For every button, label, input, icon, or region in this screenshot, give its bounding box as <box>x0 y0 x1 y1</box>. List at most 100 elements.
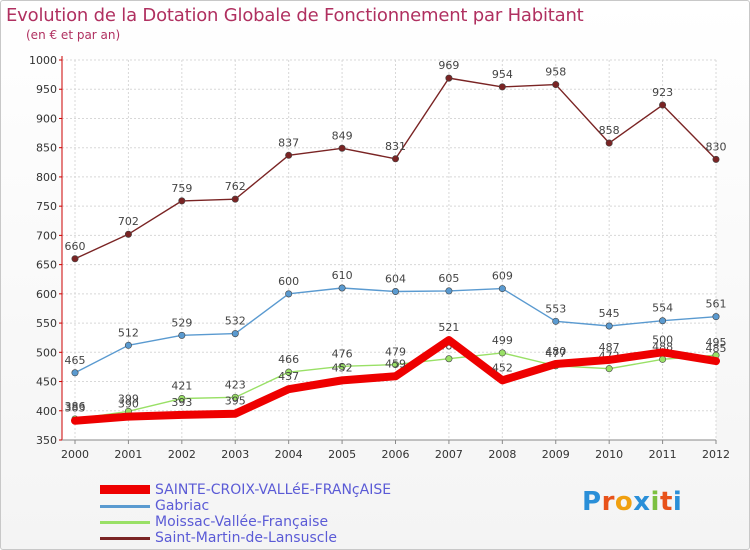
x-tick-label: 2004 <box>275 448 303 461</box>
data-label: 386 <box>65 400 86 413</box>
data-point <box>712 313 720 321</box>
data-point <box>285 151 293 159</box>
y-tick-label: 700 <box>36 229 57 242</box>
data-label: 553 <box>545 302 566 315</box>
y-tick-label: 800 <box>36 171 57 184</box>
data-point <box>285 368 293 376</box>
data-label: 958 <box>545 66 566 79</box>
data-label: 830 <box>706 140 727 153</box>
legend-item-1: Gabriac <box>100 498 460 515</box>
data-point <box>498 83 506 91</box>
data-point <box>391 155 399 163</box>
legend-item-3: Saint-Martin-de-Lansuscle <box>100 530 460 547</box>
data-label: 831 <box>385 140 406 153</box>
data-label: 600 <box>278 275 299 288</box>
data-label: 604 <box>385 273 406 286</box>
legend-swatch <box>100 537 150 540</box>
data-label: 466 <box>278 353 299 366</box>
y-tick-label: 500 <box>36 346 57 359</box>
y-tick-label: 450 <box>36 376 57 389</box>
data-point <box>391 288 399 296</box>
y-tick-label: 1000 <box>29 54 57 67</box>
x-tick-label: 2000 <box>61 448 89 461</box>
plot-area <box>62 60 716 440</box>
data-label: 390 <box>118 398 139 411</box>
series-line-3 <box>71 336 720 425</box>
data-label: 383 <box>65 402 86 415</box>
data-point <box>445 355 453 363</box>
legend-swatch <box>100 505 150 508</box>
y-tick-label: 400 <box>36 405 57 418</box>
y-tick-label: 900 <box>36 112 57 125</box>
data-point <box>71 255 79 263</box>
data-label: 487 <box>599 341 620 354</box>
data-point <box>391 361 399 369</box>
data-point <box>659 317 667 325</box>
data-point <box>285 290 293 298</box>
data-point <box>498 285 506 293</box>
legend-label: SAINTE-CROIX-VALLéE-FRANçAISE <box>155 482 392 498</box>
data-label: 545 <box>599 307 620 320</box>
data-label: 452 <box>492 361 513 374</box>
data-label: 423 <box>225 378 246 391</box>
data-point <box>498 349 506 357</box>
data-label: 610 <box>332 269 353 282</box>
data-point <box>338 284 346 292</box>
data-label: 476 <box>332 347 353 360</box>
data-label: 480 <box>545 345 566 358</box>
data-label: 395 <box>225 395 246 408</box>
data-label: 849 <box>332 129 353 142</box>
data-label: 529 <box>171 316 192 329</box>
data-point <box>178 197 186 205</box>
x-tick-label: 2008 <box>488 448 516 461</box>
x-tick-label: 2001 <box>114 448 142 461</box>
chart-title: Evolution de la Dotation Globale de Fonc… <box>6 5 584 26</box>
y-tick-label: 550 <box>36 317 57 330</box>
y-tick-label: 850 <box>36 142 57 155</box>
x-tick-label: 2011 <box>649 448 677 461</box>
y-tick-label: 950 <box>36 83 57 96</box>
x-tick-label: 2005 <box>328 448 356 461</box>
data-point <box>338 144 346 152</box>
x-tick-label: 2009 <box>542 448 570 461</box>
data-point <box>605 322 613 330</box>
data-point <box>71 369 79 377</box>
data-label: 969 <box>438 59 459 72</box>
data-label: 452 <box>332 361 353 374</box>
data-label: 858 <box>599 124 620 137</box>
data-label: 554 <box>652 302 673 315</box>
y-tick-label: 350 <box>36 434 57 447</box>
data-label: 923 <box>652 86 673 99</box>
data-label: 479 <box>385 346 406 359</box>
legend-label: Gabriac <box>155 498 210 514</box>
data-label: 532 <box>225 315 246 328</box>
y-tick-label: 750 <box>36 200 57 213</box>
data-label: 477 <box>545 347 566 360</box>
data-label: 660 <box>65 240 86 253</box>
data-label: 421 <box>171 379 192 392</box>
legend-item-2: Moissac-Vallée-Française <box>100 514 460 531</box>
data-label: 561 <box>706 298 727 311</box>
data-point <box>605 139 613 147</box>
data-label: 485 <box>706 342 727 355</box>
data-label: 459 <box>385 357 406 370</box>
data-label: 605 <box>438 272 459 285</box>
data-point <box>231 330 239 338</box>
data-point <box>178 331 186 339</box>
data-label: 500 <box>652 333 673 346</box>
data-label: 759 <box>171 182 192 195</box>
data-label: 609 <box>492 270 513 283</box>
data-point <box>445 287 453 295</box>
data-point <box>338 362 346 370</box>
legend-item-0: SAINTE-CROIX-VALLéE-FRANçAISE <box>100 482 460 499</box>
data-point <box>605 365 613 373</box>
data-label: 437 <box>278 370 299 383</box>
data-point <box>124 341 132 349</box>
data-label: 762 <box>225 180 246 193</box>
data-label: 954 <box>492 68 513 81</box>
data-label: 702 <box>118 215 139 228</box>
data-label: 837 <box>278 136 299 149</box>
x-tick-label: 2012 <box>702 448 730 461</box>
x-tick-label: 2002 <box>168 448 196 461</box>
